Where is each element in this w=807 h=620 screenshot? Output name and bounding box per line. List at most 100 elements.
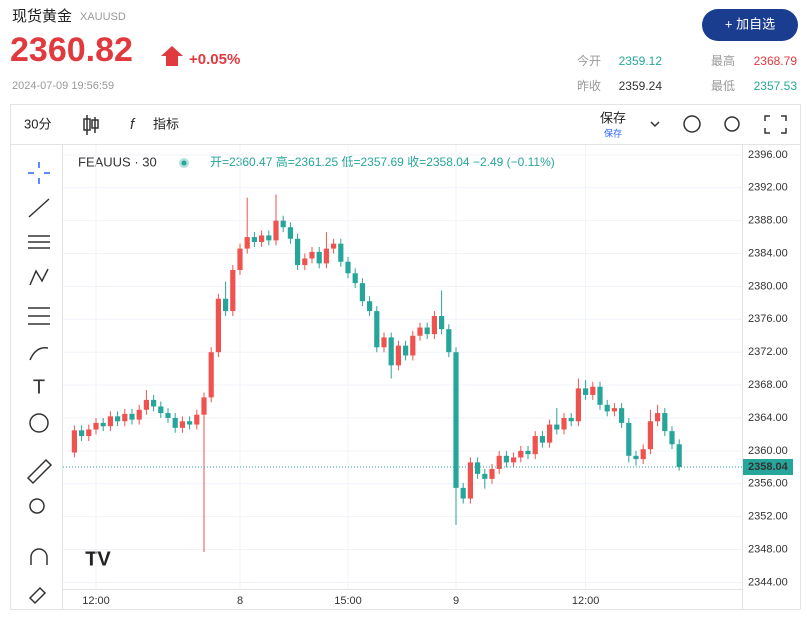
candle-body	[431, 316, 437, 335]
fx-icon[interactable]: f	[130, 116, 136, 133]
candle-body	[136, 409, 142, 420]
candle-body	[331, 243, 337, 249]
y-tick-label: 2376.00	[748, 313, 788, 325]
candle-body	[367, 301, 373, 312]
tv-logo: TV	[85, 548, 111, 570]
candle-body	[446, 329, 452, 353]
candle-body	[388, 337, 394, 366]
plot: 2344.00 2348.00 2352.00 2356.00 2360.00 2364.…	[63, 145, 793, 607]
drawing-tools[interactable]: T	[26, 162, 53, 605]
y-tick-label: 2352.00	[748, 511, 788, 523]
time: 2024-07-09 19:56:59	[12, 80, 114, 92]
candle-body	[122, 413, 128, 422]
candle-body	[590, 386, 596, 395]
price: 2360.82	[10, 31, 133, 69]
stat-value: 2359.24	[619, 79, 663, 93]
candle-body	[295, 238, 301, 266]
candle-body	[86, 429, 92, 437]
candle-body	[273, 220, 279, 241]
candle-body	[583, 388, 589, 395]
candle-body	[129, 413, 135, 420]
candle-body	[575, 388, 581, 422]
candle-body	[172, 417, 178, 428]
candle-body	[309, 251, 315, 259]
candle-body	[611, 408, 617, 412]
candle-body	[395, 345, 401, 366]
candle-body	[266, 235, 272, 241]
candle-body	[453, 352, 459, 488]
y-tick-label: 2356.00	[748, 478, 788, 490]
legend-close: 收=2358.04	[407, 155, 470, 169]
stat-label: 昨收	[577, 79, 601, 93]
x-tick-label: 9	[453, 595, 459, 607]
save[interactable]: 保存	[600, 110, 626, 125]
candle-body	[223, 298, 229, 312]
add-button-label[interactable]: + 加自选	[725, 16, 775, 31]
candle-body	[201, 397, 207, 415]
add-button[interactable]	[702, 9, 798, 41]
last-price-box	[743, 458, 793, 475]
candle-body	[374, 311, 380, 348]
candle-body	[323, 248, 329, 264]
legend-high: 高=2361.25	[276, 154, 339, 169]
alert-icon[interactable]	[683, 115, 701, 133]
candle-body	[345, 261, 351, 274]
candle-body	[539, 436, 545, 443]
candle-body	[554, 424, 560, 430]
candle-body	[669, 431, 675, 445]
x-tick-label: 8	[237, 595, 243, 607]
dropdown[interactable]	[650, 121, 660, 128]
candle-body	[381, 337, 387, 348]
candle-body	[475, 462, 481, 474]
interval[interactable]: 30分	[24, 116, 51, 131]
y-tick-label: 2380.00	[748, 280, 788, 292]
candle-body	[215, 298, 221, 353]
candle-icon[interactable]	[83, 115, 99, 135]
candle-body	[179, 421, 185, 428]
x-tick-label: 12:00	[572, 595, 600, 607]
candle-body	[417, 327, 423, 336]
candle-body	[467, 462, 473, 499]
candle-body	[403, 345, 409, 356]
y-tick-label: 2364.00	[748, 412, 788, 424]
candle-body	[280, 220, 286, 228]
candle-body	[143, 399, 149, 410]
legend-low: 低=2357.69	[341, 155, 404, 169]
candle-body	[316, 251, 322, 264]
indicators[interactable]: 指标	[153, 116, 179, 131]
candle-body	[237, 248, 243, 270]
candle-body	[676, 444, 682, 467]
status-dot	[181, 160, 187, 166]
stat-label: 最低	[711, 79, 735, 93]
settings-icon[interactable]	[724, 116, 740, 132]
candle-body	[496, 455, 502, 469]
candle-body	[79, 430, 85, 437]
title: 现货黄金	[12, 8, 72, 25]
svg-text:T: T	[33, 376, 45, 398]
candle-body	[93, 422, 99, 430]
candle-body	[244, 237, 250, 249]
candle-body	[410, 335, 416, 356]
code: XAUUSD	[80, 11, 126, 23]
candle-body	[107, 416, 113, 427]
candle-body	[619, 408, 625, 423]
candle-body	[187, 421, 193, 425]
candle-body	[662, 413, 668, 432]
candle-body	[208, 352, 214, 398]
candle-body	[633, 455, 639, 460]
candle-body	[640, 449, 646, 460]
candle-body	[71, 430, 77, 453]
candle-body	[194, 414, 200, 425]
candle-body	[302, 258, 308, 266]
legend-open: 开=2360.47	[210, 155, 273, 169]
save-sub: 保存	[604, 127, 622, 138]
stat-value: 2359.12	[619, 54, 663, 68]
x-tick-label: 15:00	[334, 595, 362, 607]
y-tick-label: 2396.00	[748, 149, 788, 161]
candle-body	[482, 473, 488, 479]
stat-value: 2357.53	[754, 79, 798, 93]
up-arrow	[161, 46, 183, 66]
candle-body	[151, 399, 157, 407]
fullscreen-icon[interactable]	[764, 115, 787, 134]
